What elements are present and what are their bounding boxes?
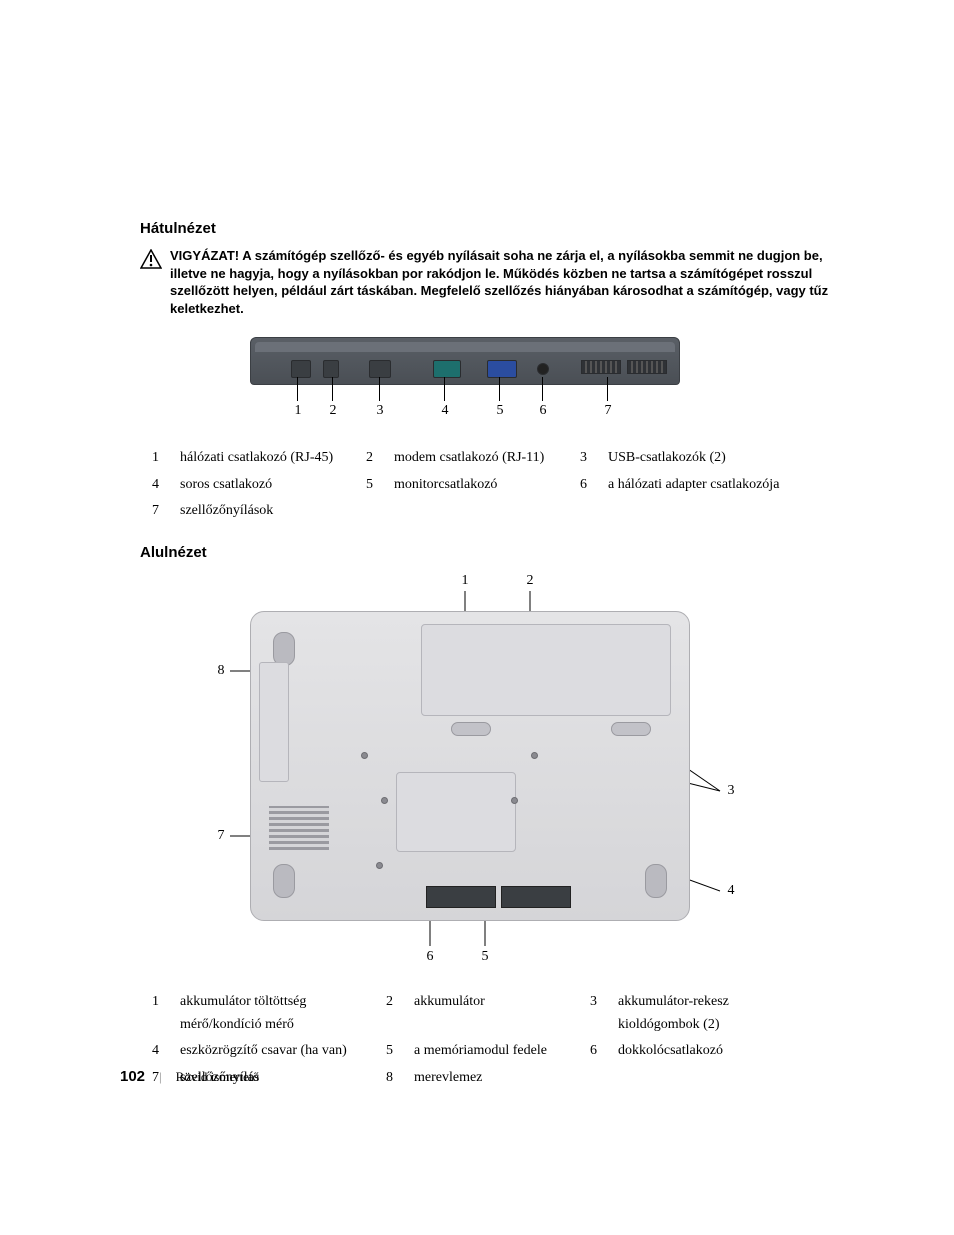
- callout-number: 5: [493, 403, 507, 419]
- legend-number: 3: [580, 447, 602, 469]
- battery-latch: [611, 722, 651, 736]
- vent-grill: [581, 360, 621, 374]
- callout-number: 2: [523, 573, 537, 589]
- callout-number: 4: [438, 403, 452, 419]
- legend-number: 5: [366, 474, 388, 496]
- laptop-bottom-body: [250, 611, 690, 921]
- callout-number: 7: [214, 828, 228, 844]
- legend-text: eszközrögzítő csavar (ha van): [180, 1040, 380, 1062]
- callout-line: [499, 377, 500, 401]
- caution-icon: [140, 249, 162, 274]
- legend-text: szellőzőnyílások: [180, 500, 360, 522]
- battery-latch: [451, 722, 491, 736]
- legend-number: 3: [590, 991, 612, 1036]
- legend-text: akkumulátor töltöttség mérő/kondíció mér…: [180, 991, 380, 1036]
- callout-number: 3: [373, 403, 387, 419]
- callout-line: [542, 377, 543, 401]
- legend-text: USB-csatlakozók (2): [608, 447, 808, 469]
- screw: [511, 797, 518, 804]
- screw: [531, 752, 538, 759]
- legend-number: 5: [386, 1040, 408, 1062]
- callout-number: 4: [724, 883, 738, 899]
- legend-number: 4: [152, 1040, 174, 1062]
- legend-number: 6: [580, 474, 602, 496]
- screw: [361, 752, 368, 759]
- legend-text: a hálózati adapter csatlakozója: [608, 474, 808, 496]
- legend-text: merevlemez: [414, 1067, 584, 1089]
- legend-number: 4: [152, 474, 174, 496]
- page-number: 102: [120, 1068, 145, 1085]
- screw: [381, 797, 388, 804]
- rubber-foot: [273, 632, 295, 666]
- legend-number: 2: [366, 447, 388, 469]
- callout-number: 5: [478, 949, 492, 965]
- callout-number: 6: [423, 949, 437, 965]
- callout-line: [607, 377, 608, 401]
- caution-label: VIGYÁZAT!: [170, 248, 239, 263]
- legend-number: 1: [152, 991, 174, 1036]
- rubber-foot: [645, 864, 667, 898]
- figure-back-view: 1 2 3 4 5 6 7: [250, 337, 680, 427]
- memory-panel: [396, 772, 516, 852]
- heading-back-view: Hátulnézet: [140, 220, 834, 237]
- callout-line: [332, 377, 333, 401]
- legend-text: monitorcsatlakozó: [394, 474, 574, 496]
- legend-number: 1: [152, 447, 174, 469]
- rubber-foot: [273, 864, 295, 898]
- figure-bottom-view: 1 2 3 4 6 5 8 7: [210, 571, 750, 971]
- port-usb: [369, 360, 391, 378]
- dock-connector: [501, 886, 571, 908]
- legend-number: 7: [152, 500, 174, 522]
- vent-grill: [627, 360, 667, 374]
- port-rj11: [323, 360, 339, 378]
- port-serial: [433, 360, 461, 378]
- legend-number: 2: [386, 991, 408, 1036]
- callout-line: [379, 377, 380, 401]
- callout-number: 8: [214, 663, 228, 679]
- callout-number: 1: [291, 403, 305, 419]
- book-title: Rövid ismertető: [176, 1069, 259, 1085]
- callout-number: 6: [536, 403, 550, 419]
- caution-text: VIGYÁZAT! A számítógép szellőző- és egyé…: [170, 247, 834, 317]
- legend-text: modem csatlakozó (RJ-11): [394, 447, 574, 469]
- page-footer: 102 | Rövid ismertető: [120, 1068, 259, 1085]
- footer-separator: |: [159, 1069, 162, 1085]
- legend-text: soros csatlakozó: [180, 474, 360, 496]
- legend-back-view: 1 hálózati csatlakozó (RJ-45) 2 modem csatl…: [152, 447, 834, 522]
- port-vga: [487, 360, 517, 378]
- hdd-panel: [259, 662, 289, 782]
- callout-number: 3: [724, 783, 738, 799]
- screw: [376, 862, 383, 869]
- heading-bottom-view: Alulnézet: [140, 544, 834, 561]
- legend-number: 6: [590, 1040, 612, 1062]
- bottom-vent: [269, 806, 329, 850]
- legend-number: 8: [386, 1067, 408, 1089]
- laptop-back-body: [250, 337, 680, 385]
- legend-text: hálózati csatlakozó (RJ-45): [180, 447, 360, 469]
- dock-connector: [426, 886, 496, 908]
- caution-body: A számítógép szellőző- és egyéb nyílásai…: [170, 248, 828, 316]
- port-power: [537, 363, 549, 375]
- battery-panel: [421, 624, 671, 716]
- legend-text: akkumulátor: [414, 991, 584, 1036]
- port-rj45: [291, 360, 311, 378]
- callout-line: [444, 377, 445, 401]
- legend-text: dokkolócsatlakozó: [618, 1040, 798, 1062]
- callout-number: 1: [458, 573, 472, 589]
- callout-number: 7: [601, 403, 615, 419]
- caution-block: VIGYÁZAT! A számítógép szellőző- és egyé…: [140, 247, 834, 317]
- callout-line: [297, 377, 298, 401]
- callout-number: 2: [326, 403, 340, 419]
- legend-text: a memóriamodul fedele: [414, 1040, 584, 1062]
- legend-text: akkumulátor-rekesz kioldógombok (2): [618, 991, 798, 1036]
